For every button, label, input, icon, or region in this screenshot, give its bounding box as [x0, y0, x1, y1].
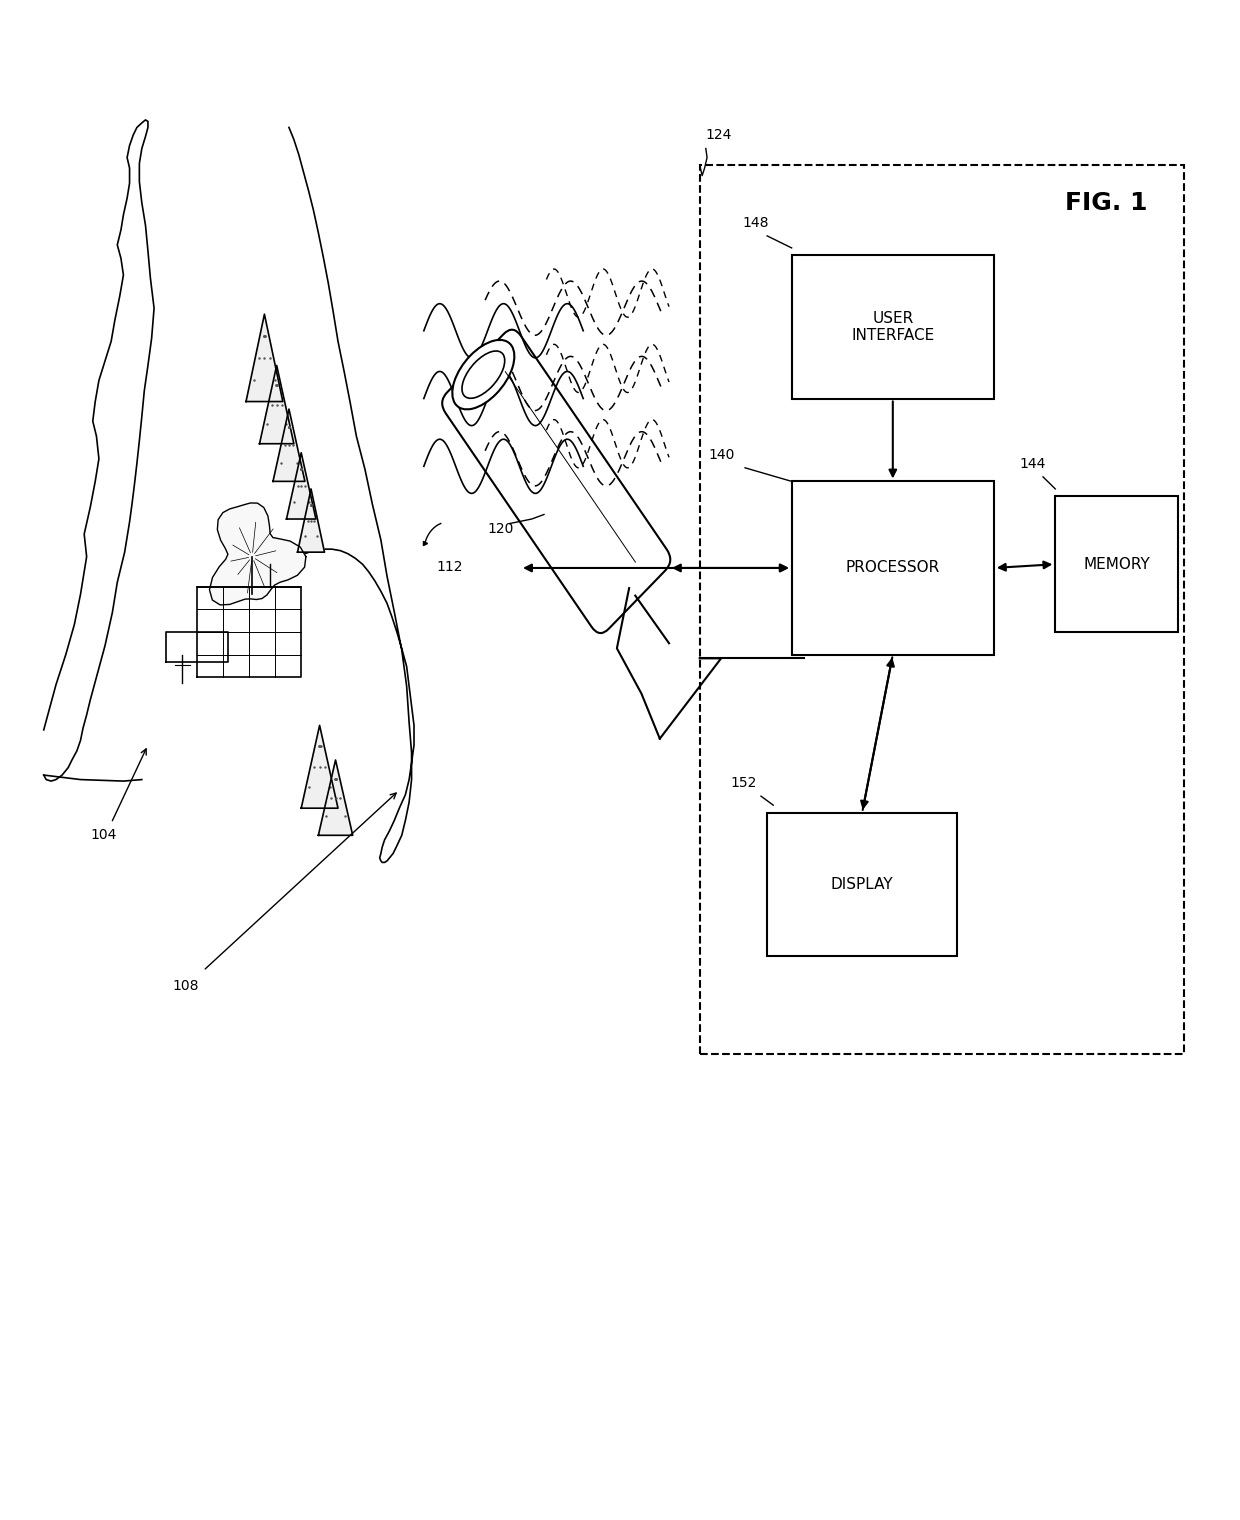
Bar	[791, 482, 994, 655]
Text: 124: 124	[706, 129, 732, 143]
Text: USER
INTERFACE: USER INTERFACE	[851, 310, 935, 344]
Polygon shape	[166, 632, 228, 663]
Polygon shape	[301, 725, 339, 809]
Text: 104: 104	[91, 828, 117, 842]
Polygon shape	[259, 365, 294, 444]
Text: 148: 148	[743, 216, 769, 230]
Text: 140: 140	[708, 448, 734, 462]
Polygon shape	[286, 453, 316, 518]
Polygon shape	[210, 503, 306, 605]
Bar	[791, 255, 994, 398]
Polygon shape	[298, 489, 325, 552]
Text: 144: 144	[1019, 458, 1047, 471]
Bar	[699, 166, 1184, 1053]
Text: MEMORY: MEMORY	[1084, 556, 1149, 572]
Text: 112: 112	[436, 561, 463, 575]
Polygon shape	[197, 587, 301, 678]
Bar	[768, 813, 957, 956]
Text: DISPLAY: DISPLAY	[831, 877, 894, 892]
Polygon shape	[319, 760, 352, 836]
Polygon shape	[246, 315, 283, 401]
Bar	[1055, 497, 1178, 632]
Text: 152: 152	[730, 777, 756, 790]
Text: FIG. 1: FIG. 1	[1065, 190, 1147, 214]
Text: 120: 120	[487, 521, 513, 537]
Polygon shape	[273, 409, 305, 482]
Text: 108: 108	[172, 979, 198, 993]
Ellipse shape	[463, 351, 505, 398]
Text: PROCESSOR: PROCESSOR	[846, 561, 940, 576]
Ellipse shape	[453, 340, 515, 409]
FancyBboxPatch shape	[443, 330, 671, 634]
